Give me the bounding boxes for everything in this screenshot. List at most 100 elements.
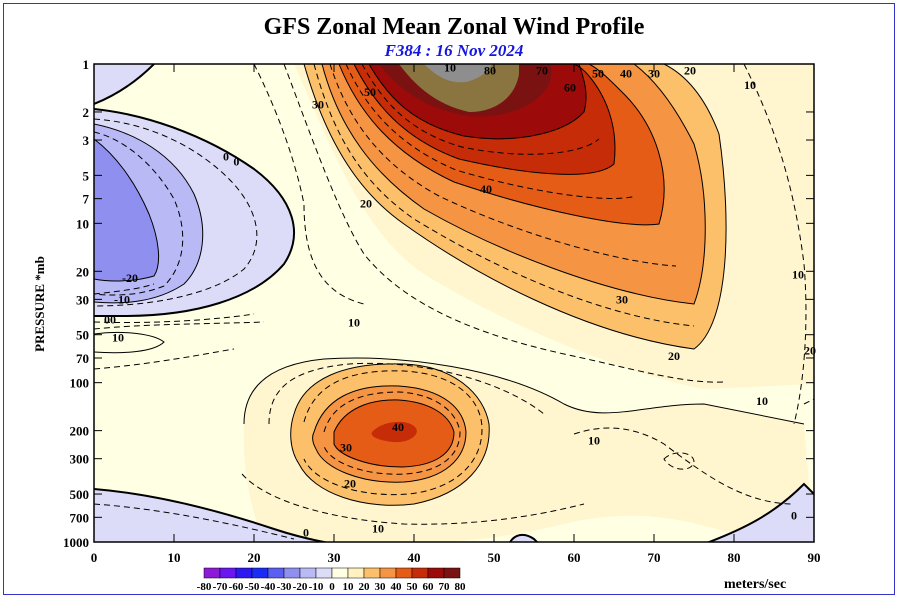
colorbar-swatch — [299, 567, 317, 579]
region-neg-20 — [94, 139, 159, 281]
colorbar-swatch — [315, 567, 333, 579]
contour-label-text: 20 — [668, 349, 680, 363]
colorbar-swatch — [235, 567, 253, 579]
contour-label: 0 — [791, 508, 797, 522]
contour-label: 10 — [112, 330, 124, 344]
chart-title: GFS Zonal Mean Zonal Wind Profile — [264, 14, 645, 40]
contour-label-text: 50 — [364, 85, 376, 99]
colorbar-label: 80 — [455, 581, 467, 593]
y-tick-label: 30 — [76, 292, 89, 307]
contour-label-text: 10 — [744, 78, 756, 92]
contour-label: 10 — [744, 78, 756, 92]
contour-label: 80 — [484, 64, 496, 78]
chart-subtitle: F384 : 16 Nov 2024 — [384, 41, 524, 60]
contour-label-text: 80 — [484, 64, 496, 78]
contour-label: 20 — [804, 344, 816, 358]
y-tick-label: 5 — [83, 168, 90, 183]
region-neg-lowleft — [94, 489, 324, 542]
contour-label-text: 40 — [392, 420, 404, 434]
y-tick-label: 500 — [70, 487, 90, 502]
zero-contours — [94, 64, 814, 542]
contour-label-text: 10 — [444, 60, 456, 74]
colorbar-swatch — [331, 567, 349, 579]
y-tick-label: 1 — [83, 57, 90, 72]
colorbar-swatch — [427, 567, 445, 579]
y-tick-label: 20 — [76, 264, 89, 279]
colorbar-swatch — [443, 567, 461, 579]
x-tick-label: 40 — [408, 550, 421, 565]
chart-frame: GFS Zonal Mean Zonal Wind Profile F384 :… — [3, 3, 895, 595]
contour-label-text: 70 — [536, 64, 548, 78]
contour-label-text: 00 — [104, 312, 116, 326]
region-80 — [399, 64, 519, 112]
x-axis: 0 10 20 30 40 50 60 70 80 90 — [91, 64, 821, 565]
contour-label-text: 10 — [588, 433, 600, 447]
x-tick-label: 90 — [808, 550, 821, 565]
y-tick-label: 70 — [76, 351, 89, 366]
contour-label-text: 40 — [480, 182, 492, 196]
y-tick-label: 100 — [70, 376, 90, 391]
contour-label: 30 — [340, 440, 352, 454]
contour-label-text: 10 — [792, 268, 804, 282]
colorbar-swatch — [411, 567, 429, 579]
plot-area — [94, 64, 814, 542]
contour-label-text: 50 — [592, 67, 604, 81]
colorbar-label: 30 — [375, 581, 387, 593]
x-tick-label: 10 — [168, 550, 181, 565]
y-tick-label: 1000 — [63, 535, 89, 550]
contour-label-text: -20 — [122, 271, 138, 285]
contour-label: 0 — [233, 155, 239, 169]
region-tj-50 — [371, 421, 417, 443]
colorbar-label: -30 — [277, 581, 292, 593]
colorbar-swatch — [347, 567, 365, 579]
contour-label: 0 — [223, 149, 229, 163]
contour-label-text: 10 — [112, 330, 124, 344]
colorbar-label: -50 — [245, 581, 260, 593]
contour-label: 30 — [312, 98, 324, 112]
y-tick-label: 200 — [70, 424, 90, 439]
contour-label: 30 — [648, 67, 660, 81]
contour-label: 10 — [444, 60, 456, 74]
colorbar-label: 40 — [391, 581, 403, 593]
y-tick-label: 700 — [70, 510, 90, 525]
colorbar-units: meters/sec — [724, 577, 786, 592]
contour-label: 50 — [364, 85, 376, 99]
filled-contours — [94, 64, 814, 542]
colorbar-label: -70 — [213, 581, 228, 593]
colorbar-label: 10 — [343, 581, 355, 593]
colorbar-label: 70 — [439, 581, 451, 593]
chart-canvas: GFS Zonal Mean Zonal Wind Profile F384 :… — [32, 14, 821, 593]
contour-label: 50 — [592, 67, 604, 81]
contour-label: 10 — [348, 316, 360, 330]
x-tick-label: 80 — [728, 550, 741, 565]
contour-label-text: 30 — [340, 440, 352, 454]
colorbar-swatch — [219, 567, 237, 579]
contour-label: 40 — [620, 67, 632, 81]
region-90 — [424, 64, 492, 83]
contour-label: 10 — [756, 394, 768, 408]
colorbar-label: 20 — [359, 581, 371, 593]
contour-label: 20 — [668, 349, 680, 363]
contour-label: -10 — [114, 292, 130, 306]
y-axis-label: PRESSURE *mb — [32, 256, 47, 352]
contour-label-text: 10 — [372, 521, 384, 535]
colorbar-label: -80 — [197, 581, 212, 593]
contour-label-text: 30 — [648, 67, 660, 81]
colorbar: -80 -70 -60 -50 -40 -30 -20 -10 0 10 20 30 40 50 60 70 8… — [197, 567, 467, 593]
x-tick-label: 0 — [91, 550, 98, 565]
contour-label: 00 — [104, 312, 116, 326]
contour-label: 20 — [344, 477, 356, 491]
contour-label: 10 — [792, 268, 804, 282]
colorbar-label: -60 — [229, 581, 244, 593]
contour-label-text: 30 — [312, 98, 324, 112]
y-tick-label: 300 — [70, 452, 90, 467]
y-tick-label: 50 — [76, 328, 89, 343]
y-tick-label: 2 — [83, 105, 90, 120]
y-tick-label: 3 — [83, 133, 90, 148]
colorbar-swatch — [251, 567, 269, 579]
colorbar-label: 0 — [329, 581, 335, 593]
colorbar-swatch — [283, 567, 301, 579]
plot-border — [93, 63, 815, 543]
x-tick-label: 60 — [568, 550, 581, 565]
